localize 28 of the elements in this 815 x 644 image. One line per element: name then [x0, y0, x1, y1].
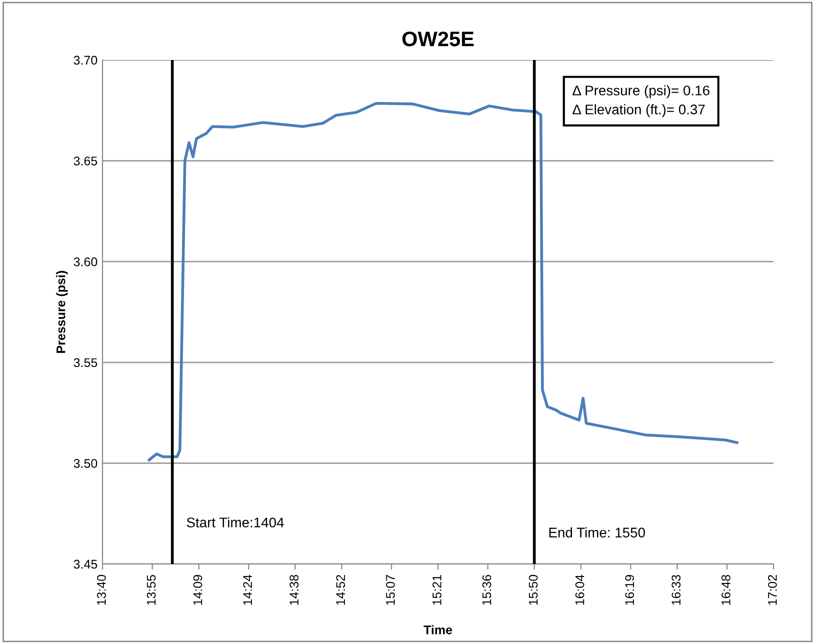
y-tick-label: 3.60 — [74, 257, 98, 266]
x-tick-label: 16:33 — [672, 574, 681, 605]
x-tick-label: 17:02 — [768, 575, 777, 605]
annotation: Δ Pressure (psi)= 0.16 Δ Elevation (ft.)= 0.37 — [572, 85, 710, 118]
x-tick-label: 15:07 — [386, 575, 395, 605]
y-tick-label: 3.50 — [74, 459, 98, 468]
x-tick-label: 15:50 — [528, 574, 538, 605]
x-tick-label: 14:52 — [336, 575, 346, 605]
annotation: Start Time:1404 — [186, 517, 284, 528]
y-tick-label: 3.45 — [74, 560, 98, 569]
x-tick-label: 13:55 — [146, 574, 156, 605]
annotation: End Time: 1550 — [549, 527, 645, 538]
line-series — [148, 102, 738, 462]
x-tick-label: 16:19 — [625, 575, 634, 605]
y-axis-title: Pressure (psi) — [56, 270, 68, 353]
x-tick-label: 14:09 — [193, 575, 202, 605]
x-tick-label: 15:21 — [432, 575, 442, 605]
x-axis-title: Time — [424, 625, 452, 634]
x-tick-label: 16:04 — [575, 574, 584, 605]
x-tick-label: 14:24 — [243, 574, 252, 605]
y-tick-label: 3.55 — [74, 358, 98, 368]
y-tick-label: 3.70 — [74, 56, 98, 65]
y-tick-label: 3.65 — [74, 156, 98, 166]
x-tick-label: 16:48 — [722, 574, 730, 605]
x-tick-label: 15:36 — [482, 574, 492, 605]
chart-title: OW25E — [402, 32, 474, 46]
x-tick-label: 14:38 — [290, 574, 299, 605]
x-tick-label: 13:40 — [97, 574, 106, 605]
